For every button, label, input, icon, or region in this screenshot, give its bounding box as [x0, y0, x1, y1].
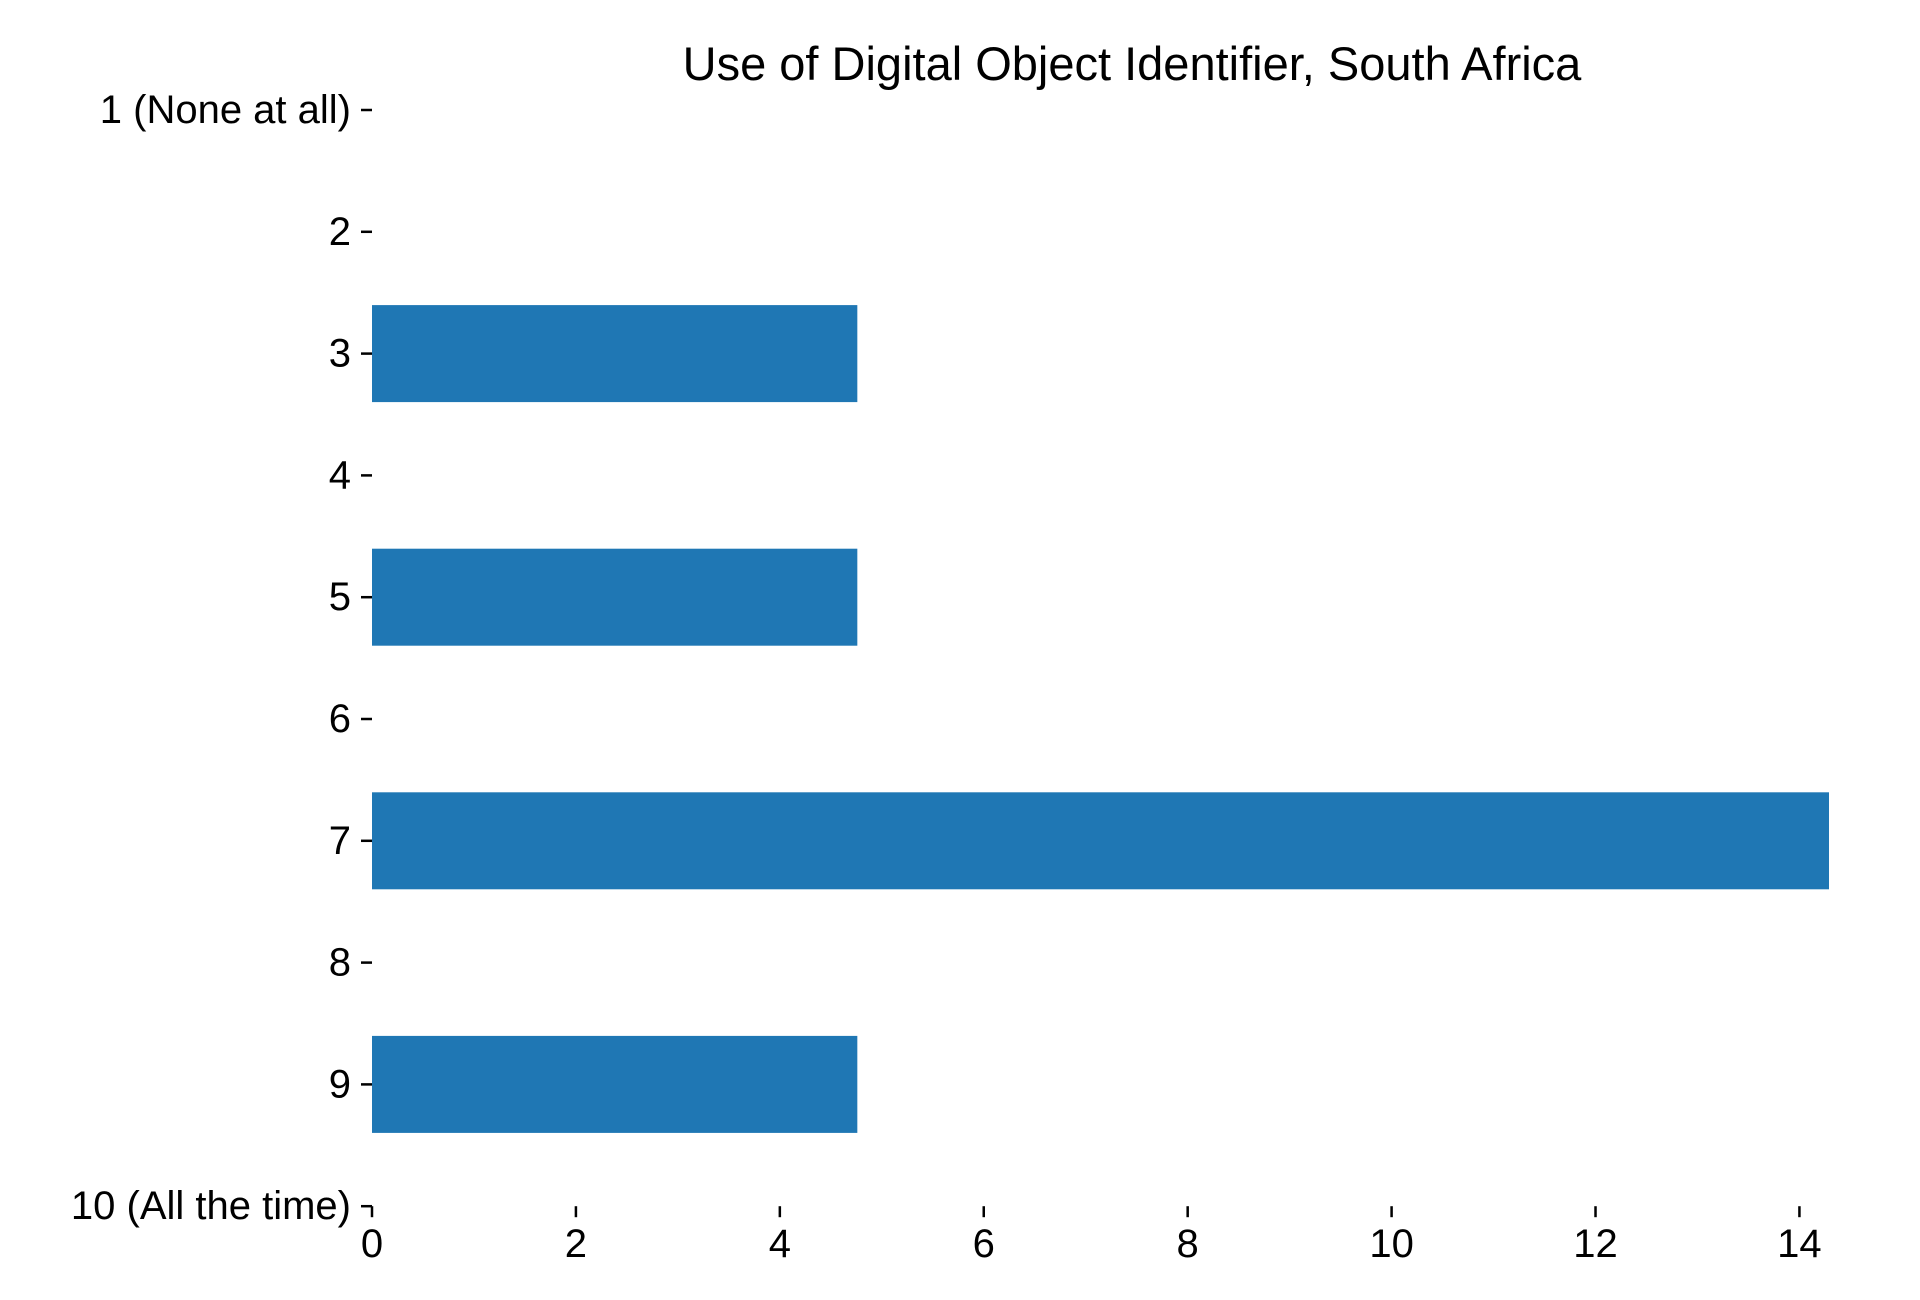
y-tick-label: 4 [329, 453, 351, 497]
y-tick-label: 5 [329, 575, 351, 619]
x-tick-label: 0 [361, 1222, 383, 1266]
bar [372, 305, 858, 403]
x-tick-label: 10 [1369, 1222, 1414, 1266]
x-tick-label: 6 [973, 1222, 995, 1266]
y-tick-label: 8 [329, 941, 351, 985]
x-tick-label: 12 [1573, 1222, 1618, 1266]
x-tick-label: 2 [565, 1222, 587, 1266]
x-tick-label: 14 [1777, 1222, 1822, 1266]
y-tick-label: 2 [329, 210, 351, 254]
bar [372, 792, 1829, 890]
x-tick-label: 4 [769, 1222, 791, 1266]
bar [372, 548, 858, 646]
x-tick-label: 8 [1177, 1222, 1199, 1266]
y-tick-label: 3 [329, 332, 351, 376]
y-tick-label: 6 [329, 697, 351, 741]
y-tick-label: 9 [329, 1062, 351, 1106]
bars-layer [372, 305, 1829, 1133]
y-axis: 1 (None at all) 2 3 4 5 6 7 8 9 10 (All the time) [71, 88, 372, 1228]
chart-title: Use of Digital Object Identifier, South … [683, 37, 1583, 90]
y-tick-label: 10 (All the time) [71, 1184, 351, 1228]
bar [372, 1035, 858, 1133]
x-axis: 0 2 4 6 8 10 12 14 [361, 1206, 1822, 1266]
y-tick-label: 1 (None at all) [100, 88, 351, 132]
y-tick-label: 7 [329, 819, 351, 863]
